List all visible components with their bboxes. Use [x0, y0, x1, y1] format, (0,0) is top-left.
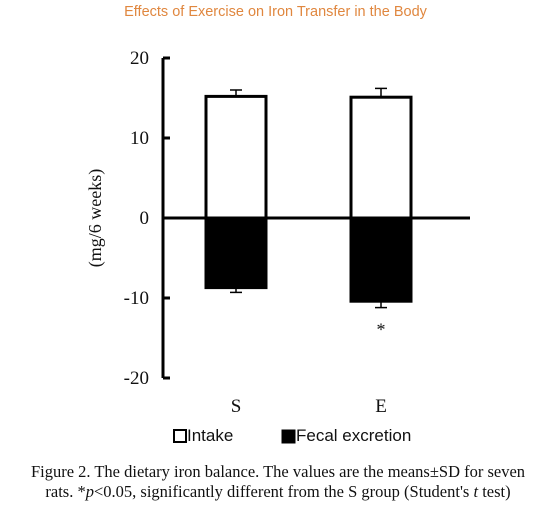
bar-fecal-excretion-E [349, 216, 413, 303]
caption-line-2: rats. *p<0.05, significantly different f… [8, 482, 548, 502]
caption-line-1: Figure 2. The dietary iron balance. The … [30, 462, 526, 481]
figure-header: Effects of Exercise on Iron Transfer in … [124, 4, 427, 20]
plot-area: 20 10 0 -10 -20 S E * [124, 48, 470, 417]
y-tick-label-20: 20 [130, 48, 149, 69]
y-tick-label--10: -10 [124, 288, 149, 309]
legend-label-intake: Intake [187, 426, 233, 445]
significance-star-E: * [377, 320, 386, 340]
x-tick-label-S: S [231, 396, 242, 417]
caption-line-2-mid: <0.05, significantly different from the … [93, 482, 474, 501]
bar-fecal-excretion-S [204, 216, 268, 290]
bar-intake-S [204, 94, 268, 220]
x-tick-label-E: E [375, 396, 387, 417]
caption-line-2-suffix: test) [478, 482, 511, 501]
y-tick-label--20: -20 [124, 368, 149, 389]
legend: Intake Fecal excretion [173, 426, 411, 445]
caption-line-2-prefix: rats. * [45, 482, 86, 501]
caption-p-italic: p [85, 482, 94, 501]
legend-swatch-fecal-excretion [281, 429, 296, 444]
caption-t-italic: t [473, 482, 479, 501]
legend-label-fecal-excretion: Fecal excretion [296, 426, 411, 445]
bar-intake-E [349, 95, 413, 220]
figure-caption: Figure 2. The dietary iron balance. The … [8, 462, 548, 502]
y-tick-label-10: 10 [130, 128, 149, 149]
y-axis-label: (mg/6 weeks) [85, 169, 106, 267]
legend-swatch-intake [173, 429, 187, 443]
bar-chart: 20 10 0 -10 -20 S E * (mg/6 weeks) Intake Fecal… [85, 48, 470, 445]
y-tick-label-0: 0 [140, 208, 150, 229]
